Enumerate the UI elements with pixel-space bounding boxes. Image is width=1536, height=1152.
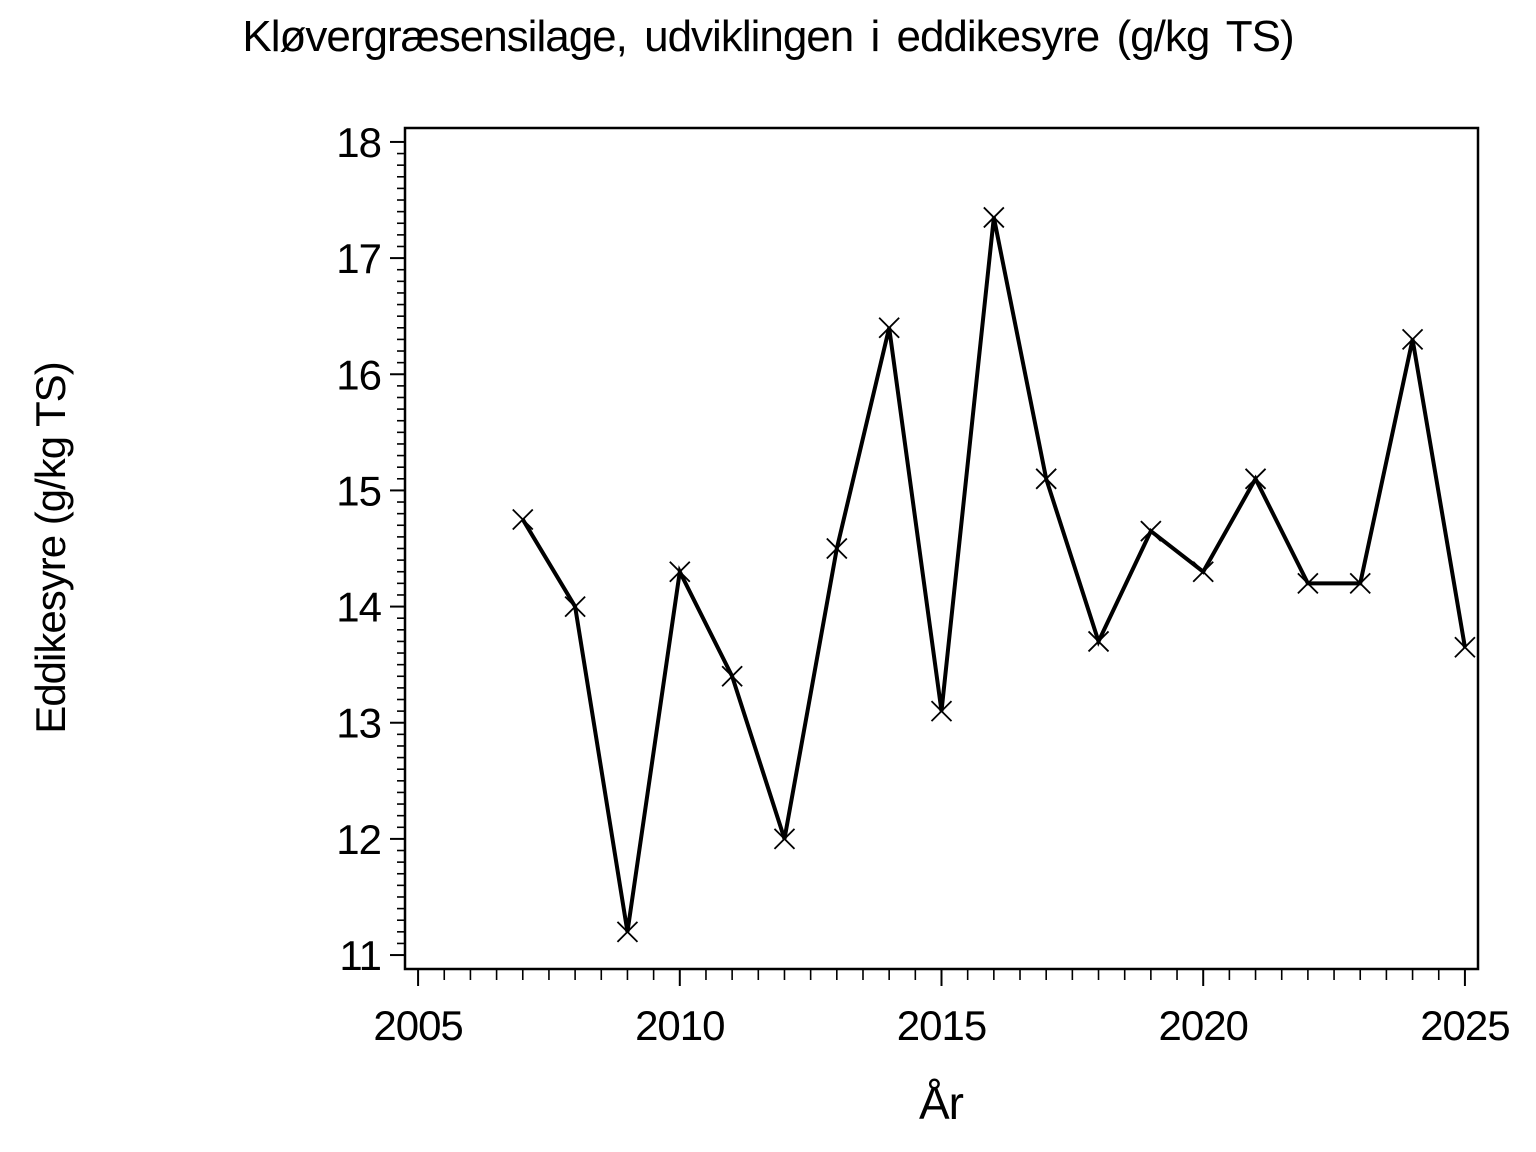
x-tick-label: 2025 <box>1420 1002 1509 1049</box>
data-point-marker <box>1349 572 1371 594</box>
data-point-marker <box>512 508 534 531</box>
x-axis-ticks: 2005 2010 2015 2020 2025 <box>373 969 1511 1049</box>
data-point-marker <box>930 700 953 722</box>
data-point-marker <box>1192 561 1214 583</box>
y-tick-label: 12 <box>336 816 381 863</box>
chart-title: Kløvergræsensilage, udviklingen i eddike… <box>242 12 1294 61</box>
y-tick-label: 16 <box>336 351 381 398</box>
data-point-marker <box>1401 328 1424 351</box>
x-tick-label: 2005 <box>373 1002 462 1049</box>
data-point-marker <box>773 828 796 850</box>
x-tick-label: 2020 <box>1158 1002 1247 1049</box>
data-point-marker <box>826 537 848 560</box>
x-tick-label: 2010 <box>635 1002 724 1049</box>
data-point-marker <box>564 595 586 618</box>
data-point-marker <box>878 317 900 339</box>
data-point-marker <box>1454 636 1476 658</box>
y-tick-label: 11 <box>339 932 381 979</box>
x-axis-title: År <box>919 1077 964 1129</box>
data-point-marker <box>1297 572 1319 594</box>
data-point-markers <box>512 206 1476 943</box>
data-point-marker <box>669 561 691 583</box>
data-point-marker <box>1035 468 1057 490</box>
y-tick-label: 14 <box>336 584 381 631</box>
data-line <box>521 217 1467 933</box>
y-tick-label: 17 <box>336 235 381 282</box>
y-axis-ticks: 11 12 13 14 15 16 17 18 <box>336 119 405 979</box>
data-point-marker <box>1244 468 1267 490</box>
data-point-marker <box>616 921 639 943</box>
data-point-marker <box>721 665 743 687</box>
x-tick-label: 2015 <box>897 1002 986 1049</box>
data-point-marker <box>1087 630 1110 653</box>
data-point-marker <box>983 206 1005 229</box>
y-tick-label: 18 <box>336 119 381 166</box>
data-point-marker <box>1140 520 1162 542</box>
plot-frame <box>403 126 1480 971</box>
y-tick-label: 15 <box>336 467 381 514</box>
y-tick-label: 13 <box>336 700 381 747</box>
